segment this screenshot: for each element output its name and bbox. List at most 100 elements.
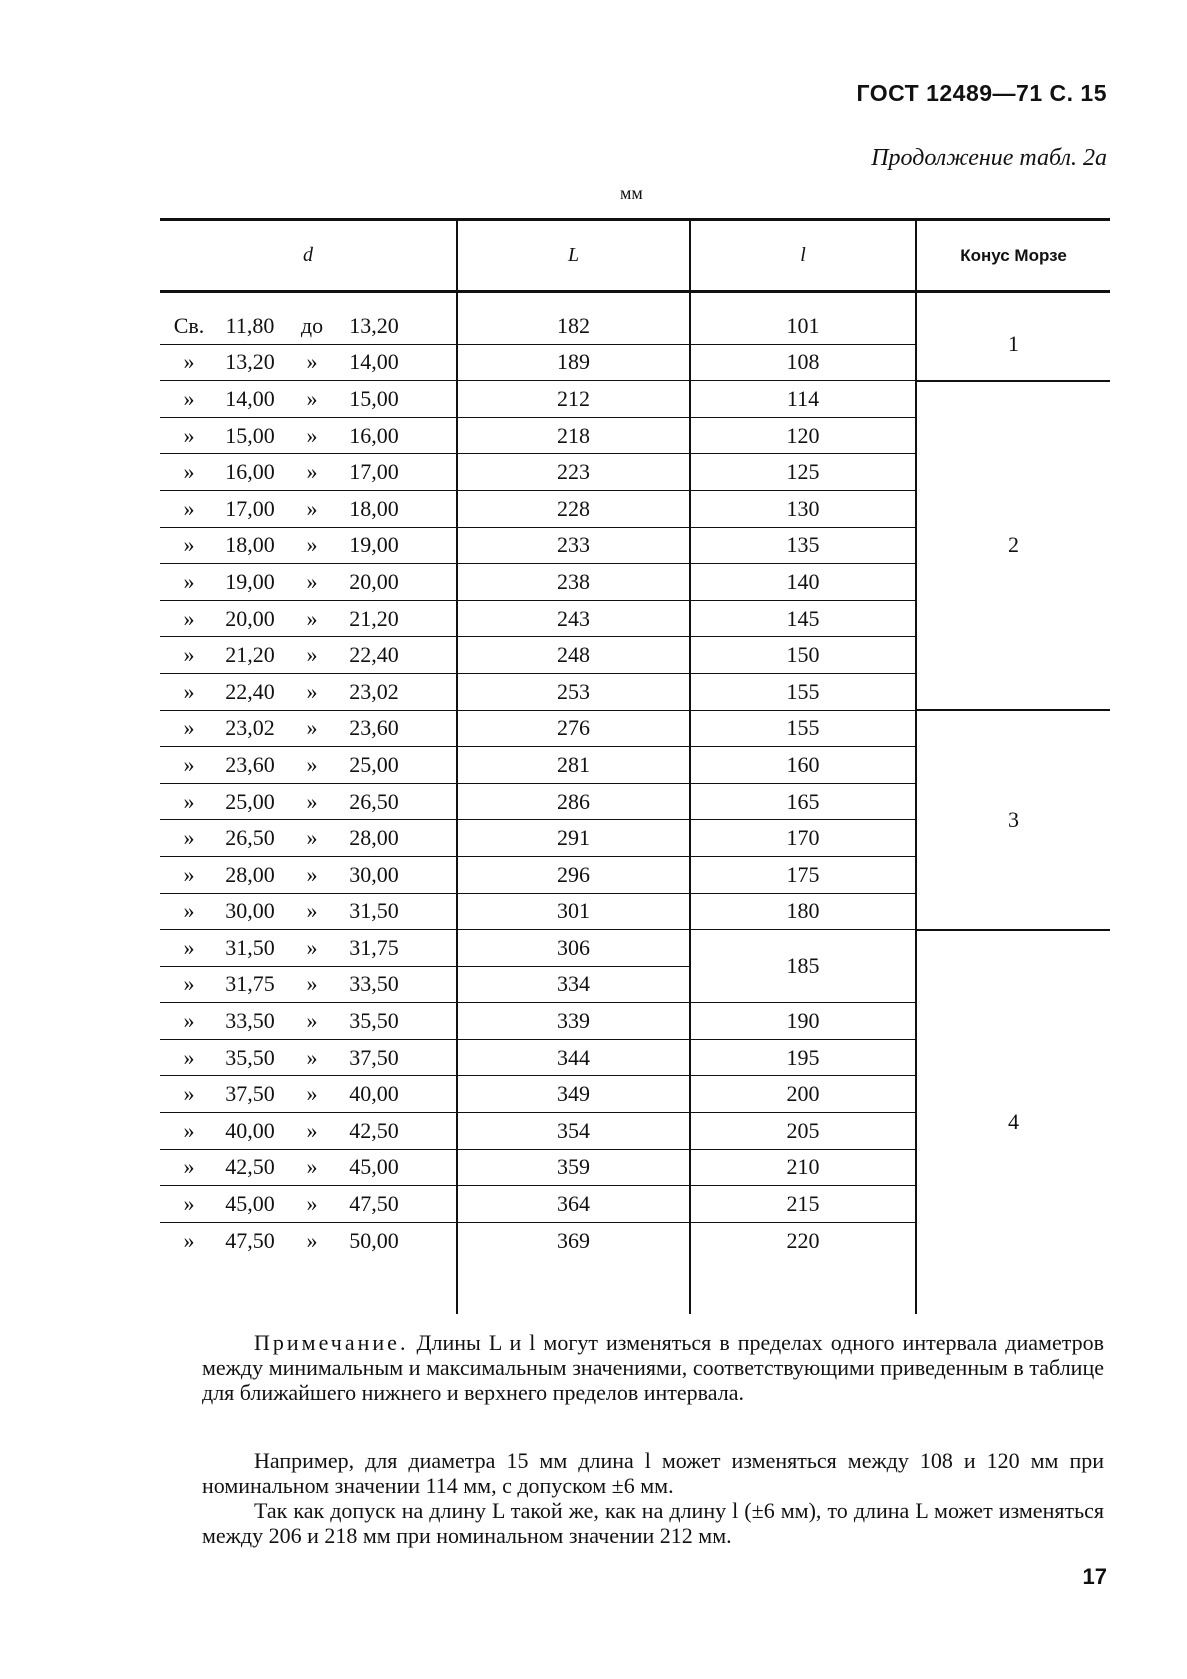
table-row: » 37,50» 40,00 349 200 — [160, 1075, 1110, 1114]
diameter-from: 25,00 — [225, 788, 275, 814]
example: Например, для диаметра 15 мм длина l мож… — [202, 1448, 1104, 1548]
table-body: Св. 11,80 до 13,20 182 101 1» 13,20» 14,00 189 108… — [160, 291, 1110, 1314]
diameter-range: » 23,02» 23,60 — [160, 710, 457, 748]
diameter-from: 17,00 — [225, 495, 275, 521]
diameter-range: » 47,50» 50,00 — [160, 1222, 457, 1259]
diameter-range: » 25,00» 26,50 — [160, 783, 457, 821]
length-l: 108 — [689, 344, 916, 382]
diameter-range: » 21,20» 22,40 — [160, 636, 457, 674]
diameter-from: 23,60 — [225, 751, 275, 777]
diameter-to: 50,00 — [349, 1227, 399, 1253]
diameter-to: 30,00 — [349, 861, 399, 887]
diameter-to: 31,50 — [349, 898, 399, 924]
diameter-range: » 23,60» 25,00 — [160, 746, 457, 784]
diameter-range: » 20,00» 21,20 — [160, 600, 457, 638]
diameter-from: 33,50 — [225, 1008, 275, 1034]
length-L: 218 — [456, 417, 690, 455]
diameter-from: 11,80 — [225, 312, 275, 338]
morse-taper-number: 4 — [915, 929, 1110, 1314]
table-row: » 40,00» 42,50 354 205 — [160, 1112, 1110, 1150]
length-L: 349 — [456, 1075, 690, 1114]
diameter-from: 28,00 — [225, 861, 275, 887]
diameter-to: 19,00 — [349, 532, 399, 558]
table-row: » 33,50» 35,50 339 190 — [160, 1002, 1110, 1040]
table-row: » 20,00» 21,20 243 145 — [160, 600, 1110, 638]
table-row: » 47,50» 50,00 369 220 — [160, 1222, 1110, 1259]
diameter-to: 14,00 — [349, 349, 399, 375]
table-row: » 45,00» 47,50 364 215 — [160, 1185, 1110, 1223]
length-l: 101 — [689, 307, 916, 345]
length-l: 130 — [689, 490, 916, 528]
table-row: » 35,50» 37,50 344 195 — [160, 1039, 1110, 1077]
length-L: 344 — [456, 1039, 690, 1077]
diameter-range: » 15,00» 16,00 — [160, 417, 457, 455]
diameter-to: 13,20 — [349, 312, 399, 338]
diameter-to: 28,00 — [349, 825, 399, 851]
table-row: » 15,00» 16,00 218 120 — [160, 417, 1110, 455]
unit-label: мм — [620, 183, 643, 203]
diameter-range: » 30,00» 31,50 — [160, 893, 457, 931]
diameter-to: 35,50 — [349, 1008, 399, 1034]
length-L: 354 — [456, 1112, 690, 1150]
diameter-to: 45,00 — [349, 1154, 399, 1180]
length-l: 155 — [689, 673, 916, 711]
length-l: 215 — [689, 1185, 916, 1223]
diameter-range: » 19,00» 20,00 — [160, 563, 457, 601]
morse-taper-number: 1 — [915, 307, 1110, 382]
diameter-to: 33,50 — [349, 971, 399, 997]
length-L: 364 — [456, 1185, 690, 1223]
morse-taper-number: 3 — [915, 710, 1110, 931]
diameter-from: 22,40 — [225, 678, 275, 704]
diameter-range: » 37,50» 40,00 — [160, 1075, 457, 1114]
length-L: 339 — [456, 1002, 690, 1040]
length-l: 125 — [689, 453, 916, 491]
diameter-range: » 17,00» 18,00 — [160, 490, 457, 528]
diameter-to: 42,50 — [349, 1117, 399, 1143]
diameter-from: 45,00 — [225, 1191, 275, 1217]
length-l: 190 — [689, 1002, 916, 1040]
document-reference: ГОСТ 12489—71 С. 15 — [856, 80, 1107, 106]
diameter-from: 15,00 — [225, 422, 275, 448]
diameter-to: 26,50 — [349, 788, 399, 814]
table-row: » 31,75» 33,50 334 — [160, 966, 1110, 1004]
note: Примечание. Длины L и l могут изменяться… — [202, 1330, 1104, 1405]
table-row: » 25,00» 26,50 286 165 — [160, 783, 1110, 821]
length-l: 150 — [689, 636, 916, 674]
diameter-from: 47,50 — [225, 1227, 275, 1253]
diameter-range: » 26,50» 28,00 — [160, 819, 457, 857]
diameter-range: » 31,75» 33,50 — [160, 966, 457, 1004]
page-number: 17 — [1082, 1564, 1107, 1589]
table-row: Св. 11,80 до 13,20 182 101 1 — [160, 307, 1110, 382]
table-row: » 22,40» 23,02 253 155 — [160, 673, 1110, 711]
dimensions-table: d L l Конус Морзе Св. 11,80 до 13,20 182 101 1… — [160, 218, 1110, 1314]
length-L: 276 — [456, 710, 690, 748]
length-L: 212 — [456, 380, 690, 418]
diameter-to: 31,75 — [349, 934, 399, 960]
length-L: 369 — [456, 1222, 690, 1259]
length-l: 180 — [689, 893, 916, 931]
diameter-to: 21,20 — [349, 605, 399, 631]
length-l: 155 — [689, 710, 916, 748]
table-row: » 31,50» 31,75 306 185 4 — [160, 929, 1110, 1314]
diameter-range: » 28,00» 30,00 — [160, 856, 457, 894]
column-header-d: d — [303, 244, 313, 266]
column-header-l: l — [689, 219, 916, 292]
length-L: 228 — [456, 490, 690, 528]
length-l: 135 — [689, 527, 916, 565]
diameter-to: 17,00 — [349, 459, 399, 485]
diameter-range: » 16,00» 17,00 — [160, 453, 457, 491]
diameter-from: 20,00 — [225, 605, 275, 631]
length-l: 160 — [689, 746, 916, 784]
table-header-row: d L l Конус Морзе — [160, 219, 1110, 292]
length-L: 334 — [456, 966, 690, 1004]
diameter-from: 18,00 — [225, 532, 275, 558]
table-row: » 17,00» 18,00 228 130 — [160, 490, 1110, 528]
diameter-to: 25,00 — [349, 751, 399, 777]
table-row: » 28,00» 30,00 296 175 — [160, 856, 1110, 894]
diameter-from: 23,02 — [225, 715, 275, 741]
length-l: 205 — [689, 1112, 916, 1150]
diameter-to: 18,00 — [349, 495, 399, 521]
diameter-range: » 40,00» 42,50 — [160, 1112, 457, 1150]
diameter-from: 14,00 — [225, 385, 275, 411]
length-l: 200 — [689, 1075, 916, 1114]
